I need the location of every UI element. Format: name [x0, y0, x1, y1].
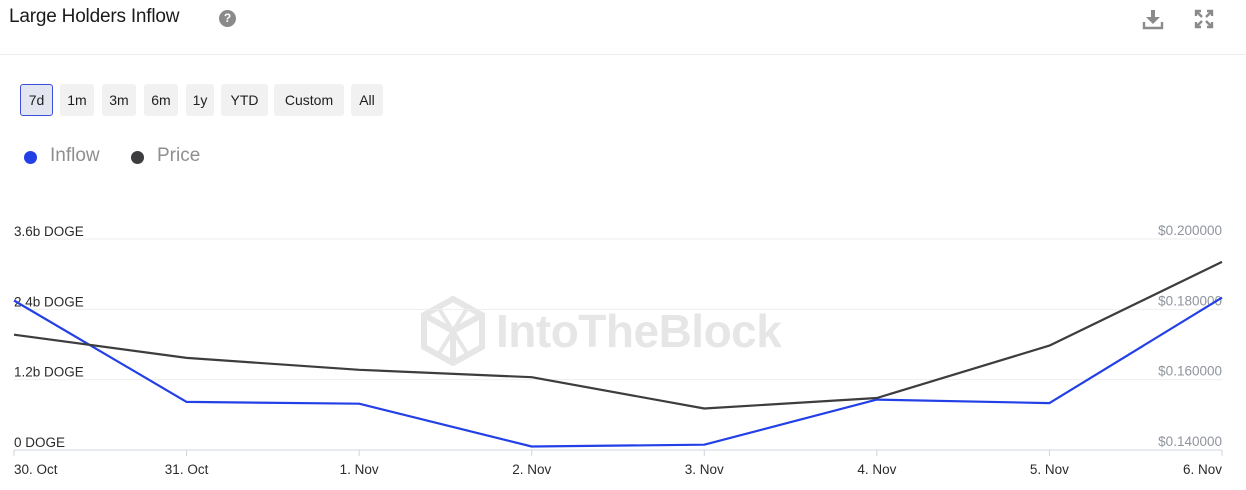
y-left-tick-label: 2.4b DOGE	[14, 294, 84, 309]
chart-header: Large Holders Inflow ?	[0, 0, 1246, 55]
range-button-all[interactable]: All	[351, 84, 383, 116]
x-tick-label: 5. Nov	[1030, 462, 1069, 477]
x-tick-label: 31. Oct	[165, 462, 209, 477]
y-right-tick-label: $0.200000	[1158, 223, 1222, 238]
series-line-inflow	[13, 296, 1223, 448]
y-left-tick-label: 1.2b DOGE	[14, 365, 84, 380]
y-left-tick-label: 3.6b DOGE	[14, 224, 84, 239]
series-line-price	[13, 260, 1223, 410]
range-button-custom[interactable]: Custom	[274, 84, 344, 116]
download-icon[interactable]	[1142, 8, 1164, 30]
y-left-tick-label: 0 DOGE	[14, 435, 65, 450]
help-icon[interactable]: ?	[219, 10, 236, 27]
x-tick-label: 6. Nov	[1183, 462, 1222, 477]
range-button-7d[interactable]: 7d	[20, 84, 53, 116]
x-tick-label: 30. Oct	[14, 462, 58, 477]
range-button-1y[interactable]: 1y	[186, 84, 214, 116]
y-right-tick-label: $0.180000	[1158, 293, 1222, 308]
legend-item-price[interactable]: Price	[131, 144, 211, 170]
range-button-1m[interactable]: 1m	[60, 84, 94, 116]
x-tick-label: 4. Nov	[857, 462, 896, 477]
legend-item-inflow[interactable]: Inflow	[24, 144, 109, 170]
range-button-ytd[interactable]: YTD	[221, 84, 268, 116]
y-right-tick-label: $0.160000	[1158, 364, 1222, 379]
expand-icon[interactable]	[1193, 8, 1215, 30]
legend-dot-inflow	[24, 151, 37, 164]
legend-label-inflow: Inflow	[50, 145, 100, 166]
range-button-6m[interactable]: 6m	[144, 84, 178, 116]
chart-title: Large Holders Inflow	[9, 6, 180, 27]
x-tick-label: 1. Nov	[340, 462, 379, 477]
watermark-text: IntoTheBlock	[496, 305, 782, 357]
x-tick-label: 2. Nov	[512, 462, 551, 477]
watermark: IntoTheBlock	[418, 295, 782, 367]
legend-label-price: Price	[157, 145, 201, 166]
watermark-logo-icon	[421, 295, 485, 367]
x-tick-label: 3. Nov	[685, 462, 724, 477]
range-button-3m[interactable]: 3m	[102, 84, 136, 116]
y-right-tick-label: $0.140000	[1158, 434, 1222, 449]
legend-dot-price	[131, 151, 144, 164]
